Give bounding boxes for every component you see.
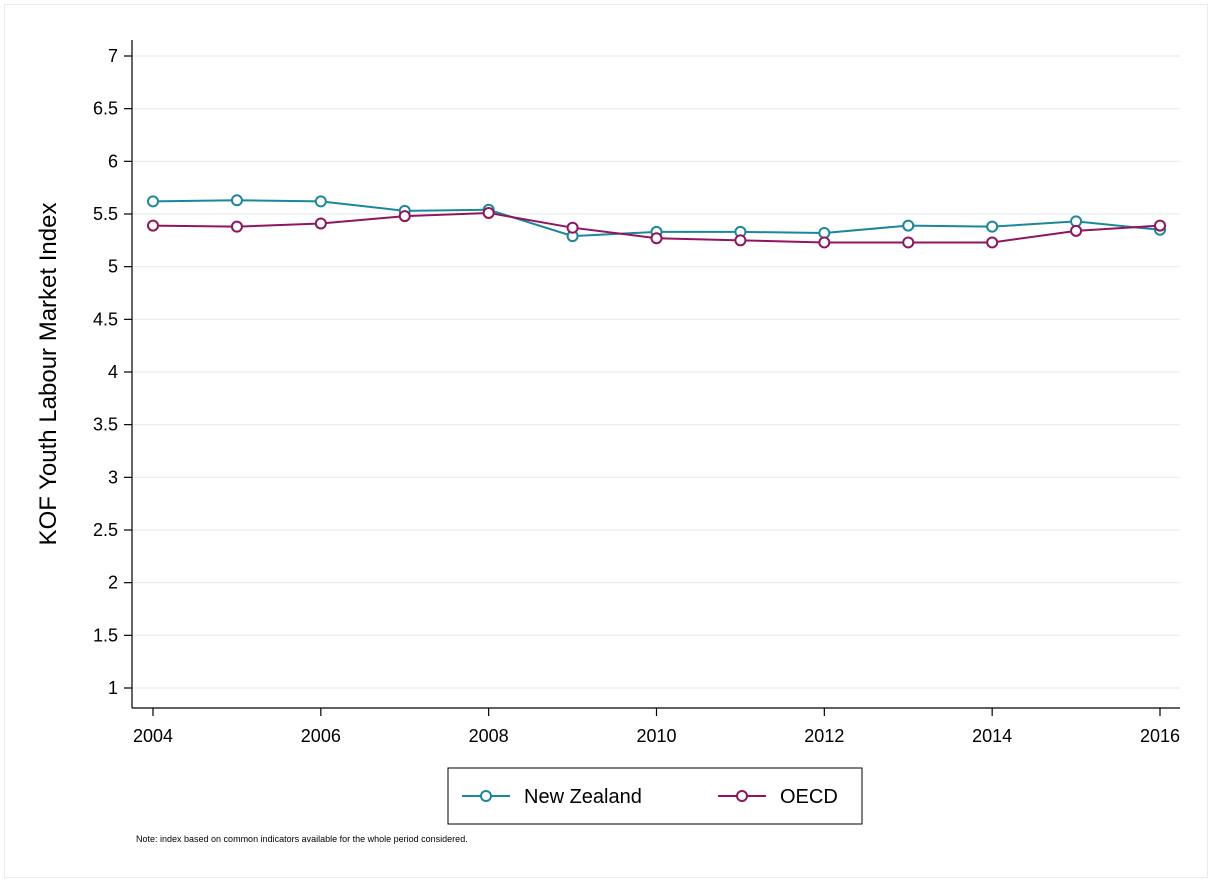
data-point xyxy=(734,234,747,247)
y-tick-label: 4.5 xyxy=(93,309,118,329)
series xyxy=(147,194,1166,249)
legend: New Zealand OECD xyxy=(447,767,863,825)
legend-label: New Zealand xyxy=(524,786,642,808)
y-ticks: 1 1.5 2 2.5 3 3.5 4 4.5 5 5.5 6 6.5 7 xyxy=(93,46,132,698)
x-tick-label: 2010 xyxy=(636,726,676,746)
y-tick-label: 7 xyxy=(108,46,118,66)
data-point xyxy=(986,236,999,249)
y-tick-label: 1.5 xyxy=(93,625,118,645)
legend-marker xyxy=(736,790,748,802)
y-axis-title: KOF Youth Labour Market Index xyxy=(35,203,62,546)
y-tick-label: 6 xyxy=(108,151,118,171)
data-point xyxy=(230,194,243,207)
y-tick-label: 2 xyxy=(108,573,118,593)
chart-frame xyxy=(4,4,1208,878)
data-point xyxy=(314,217,327,230)
data-point xyxy=(147,219,159,232)
x-tick-label: 2006 xyxy=(301,726,341,746)
y-tick-label: 5.5 xyxy=(93,204,118,224)
y-tick-label: 1 xyxy=(108,678,118,698)
y-tick-label: 5 xyxy=(108,257,118,277)
legend-marker xyxy=(480,790,492,802)
x-tick-label: 2012 xyxy=(804,726,844,746)
data-point xyxy=(1154,219,1166,232)
data-point xyxy=(482,206,495,219)
y-tick-label: 2.5 xyxy=(93,520,118,540)
x-tick-label: 2004 xyxy=(133,726,173,746)
data-point xyxy=(566,221,579,234)
x-ticks: 2004 2006 2008 2010 2012 2014 2016 xyxy=(133,708,1180,746)
data-point xyxy=(986,220,999,233)
y-tick-label: 4 xyxy=(108,362,118,382)
legend-box xyxy=(447,767,863,825)
legend-label: OECD xyxy=(780,786,838,808)
data-point xyxy=(147,195,159,208)
legend-items: New Zealand OECD xyxy=(462,786,838,808)
data-point xyxy=(230,220,243,233)
data-point xyxy=(902,236,915,249)
data-point xyxy=(314,195,327,208)
y-tick-label: 3 xyxy=(108,467,118,487)
data-point xyxy=(902,219,915,232)
axes xyxy=(131,40,1180,709)
gridlines xyxy=(132,55,1180,689)
y-tick-label: 3.5 xyxy=(93,415,118,435)
data-point xyxy=(818,236,831,249)
x-tick-label: 2008 xyxy=(469,726,509,746)
data-point xyxy=(398,210,411,223)
data-point xyxy=(650,232,663,245)
x-tick-label: 2014 xyxy=(972,726,1012,746)
x-tick-label: 2016 xyxy=(1140,726,1180,746)
y-tick-label: 6.5 xyxy=(93,99,118,119)
note-text: Note: index based on common indicators a… xyxy=(136,834,468,844)
data-point xyxy=(1070,224,1083,237)
